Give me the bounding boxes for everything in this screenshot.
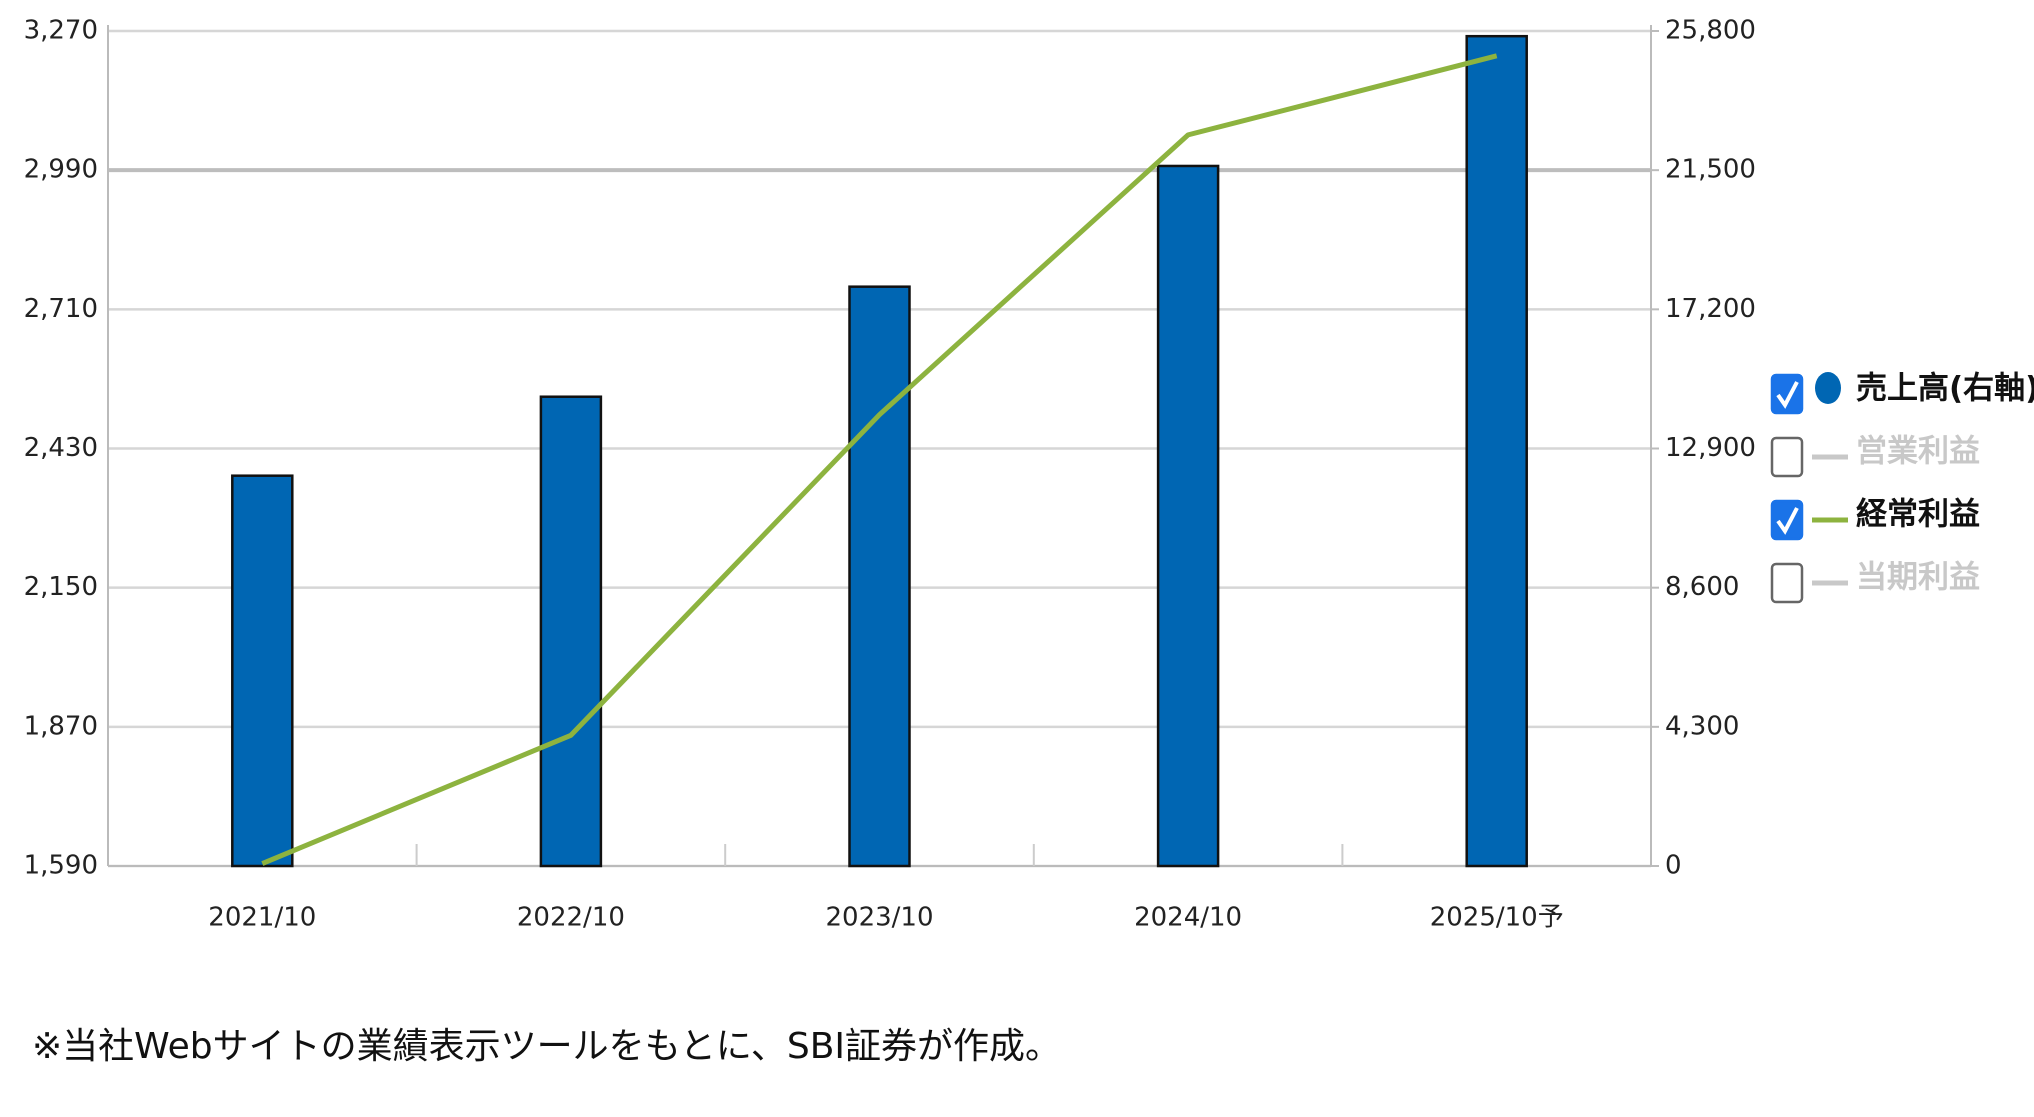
y2-tick-label: 4,300: [1665, 711, 1739, 741]
y2-tick-label: 21,500: [1665, 155, 1756, 185]
y2-tick-label: 8,600: [1665, 572, 1739, 602]
y-tick-label: 1,870: [24, 711, 98, 741]
y-tick-label: 1,590: [24, 851, 98, 881]
legend-item[interactable]: 当期利益: [1770, 560, 1980, 604]
legend-item[interactable]: 営業利益: [1770, 434, 1980, 478]
bar: [539, 395, 603, 868]
legend-checkbox: [1770, 562, 1804, 604]
legend-checkbox: [1770, 436, 1804, 478]
legend-checkbox: [1770, 373, 1804, 415]
legend-marker: [1815, 372, 1841, 404]
legend-label: 経常利益: [1856, 497, 1980, 533]
x-tick-label: 2021/10: [208, 903, 316, 933]
x-tick-label: 2024/10: [1134, 903, 1242, 933]
y2-tick-label: 17,200: [1665, 294, 1756, 324]
legend-checkbox: [1770, 499, 1804, 541]
bar: [1465, 34, 1528, 868]
check-mark: [1776, 381, 1799, 409]
y2-tick-label: 25,800: [1665, 16, 1756, 46]
footnote: ※当社Webサイトの業績表示ツールをもとに、SBI証券が作成。: [32, 1026, 1061, 1067]
x-tick-label: 2022/10: [517, 903, 625, 933]
y-tick-label: 2,990: [24, 155, 98, 185]
bar: [848, 285, 911, 868]
y-tick-label: 2,710: [24, 294, 98, 324]
line: [261, 53, 1498, 866]
y2-tick-label: 0: [1665, 851, 1682, 881]
y-tick-label: 3,270: [24, 16, 98, 46]
legend-item[interactable]: 売上高(右軸): [1770, 371, 2034, 415]
legend-label: 営業利益: [1856, 434, 1980, 470]
legend-label: 売上高(右軸): [1856, 371, 2034, 407]
bar: [1156, 164, 1220, 868]
legend-label: 当期利益: [1856, 560, 1980, 596]
bar: [231, 474, 294, 868]
check-mark: [1776, 507, 1799, 535]
y2-tick-label: 12,900: [1665, 433, 1756, 463]
x-tick-label: 2025/10予: [1430, 903, 1564, 933]
legend-item[interactable]: 経常利益: [1770, 497, 1980, 541]
y-tick-label: 2,150: [24, 572, 98, 602]
y-tick-label: 2,430: [24, 433, 98, 463]
x-tick-label: 2023/10: [825, 903, 933, 933]
